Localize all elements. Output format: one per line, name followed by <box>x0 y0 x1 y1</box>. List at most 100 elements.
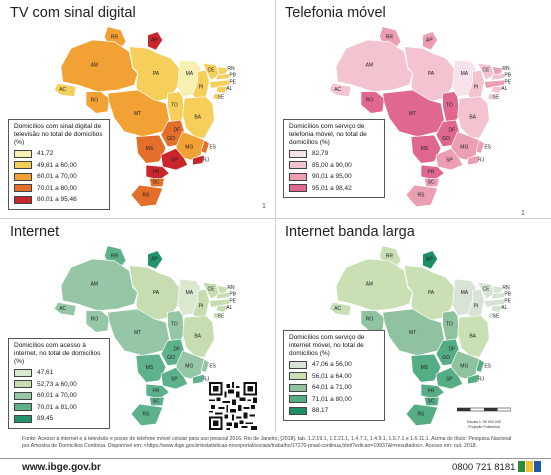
state-label-es: ES <box>209 144 216 150</box>
legend-item: 56,01 a 64,00 <box>289 372 379 382</box>
legend-label: 56,01 a 64,00 <box>312 372 352 380</box>
state-label-pi: PI <box>474 84 479 90</box>
tv-legend: Domicílios com sinal digital de televisã… <box>8 119 110 210</box>
legend-item: 89,45 <box>14 414 104 424</box>
broadband-legend-rows: 47,06 a 56,00 56,01 a 64,00 64,01 a 71,00 7… <box>289 360 379 416</box>
internet-legend-rows: 47,61 52,73 a 60,00 60,01 a 70,00 70,01 a 8… <box>14 368 104 424</box>
state-label-pb: PB <box>504 73 511 79</box>
state-label-se: SE <box>218 313 225 319</box>
scale-bar: Escala 1: 50 000 000 Projeção Policônica <box>456 402 512 429</box>
state-label-ac: AC <box>59 87 66 93</box>
legend-swatch <box>289 372 307 381</box>
internet-map-panel: Internet RR AP AM PA MA CE RN PB PE AL SE PI AC RO TO B… <box>2 222 274 434</box>
state-label-rr: RR <box>111 253 119 259</box>
state-label-ms: MS <box>421 146 429 152</box>
ibge-website-link[interactable]: www.ibge.gov.br <box>22 462 101 473</box>
state-label-ms: MS <box>146 146 154 152</box>
legend-item: 47,61 <box>14 368 104 378</box>
legend-swatch <box>14 161 32 170</box>
state-label-ro: RO <box>91 98 99 104</box>
state-label-pa: PA <box>428 71 435 77</box>
state-label-rs: RS <box>143 412 151 418</box>
state-label-rj: RJ <box>478 158 485 164</box>
state-label-rj: RJ <box>203 158 210 164</box>
legend-swatch <box>289 383 307 392</box>
legend-item: 82,79 <box>289 149 379 159</box>
legend-label: 88,17 <box>312 407 329 415</box>
state-label-ma: MA <box>461 290 469 296</box>
state-label-ms: MS <box>146 365 154 371</box>
state-label-am: AM <box>91 63 99 69</box>
vertical-divider <box>275 0 276 432</box>
state-label-ro: RO <box>366 317 374 323</box>
state-label-go: GO <box>167 355 175 361</box>
state-label-pe: PE <box>504 79 511 85</box>
legend-label: 41,72 <box>37 150 54 158</box>
state-label-ba: BA <box>194 333 201 339</box>
legend-item: 41,72 <box>14 149 104 159</box>
projection-label: Projeção Policônica <box>468 425 500 429</box>
tv-map-title: TV com sinal digital <box>10 5 136 21</box>
state-label-ac: AC <box>59 306 66 312</box>
state-label-pr: PR <box>428 169 435 175</box>
legend-swatch <box>289 395 307 404</box>
state-label-to: TO <box>171 103 178 109</box>
legend-swatch <box>14 380 32 389</box>
broadband-legend: Domicílios com serviço de internet móvel… <box>283 330 385 421</box>
state-label-pa: PA <box>153 71 160 77</box>
legend-label: 82,79 <box>312 150 329 158</box>
state-label-rr: RR <box>386 253 394 259</box>
internet-legend: Domicílios com acesso à internet, no tot… <box>8 338 110 429</box>
state-label-rj: RJ <box>478 377 485 383</box>
legend-swatch <box>14 403 32 412</box>
state-label-sp: SP <box>171 377 178 383</box>
state-label-ap: AP <box>151 257 158 263</box>
legend-label: 60,01 a 70,00 <box>37 392 77 400</box>
state-label-es: ES <box>484 144 491 150</box>
legend-item: 60,01 a 70,00 <box>14 391 104 401</box>
state-label-ms: MS <box>421 365 429 371</box>
legend-item: 47,06 a 56,00 <box>289 360 379 370</box>
state-label-mg: MG <box>185 363 193 369</box>
legend-label: 49,81 a 60,00 <box>37 161 77 169</box>
state-label-rs: RS <box>418 193 426 199</box>
state-label-ac: AC <box>334 87 341 93</box>
state-label-es: ES <box>484 363 491 369</box>
legend-swatch <box>14 195 32 204</box>
legend-item: 70,01 a 80,00 <box>14 184 104 194</box>
state-label-df: DF <box>173 128 180 134</box>
legend-item: 49,81 a 60,00 <box>14 161 104 171</box>
state-label-se: SE <box>493 94 500 100</box>
state-label-pi: PI <box>199 303 204 309</box>
legend-label: 47,06 a 56,00 <box>312 361 352 369</box>
legend-item: 85,00 a 90,00 <box>289 161 379 171</box>
legend-item: 60,01 a 70,00 <box>14 172 104 182</box>
tv-page-number: 1 <box>262 203 266 210</box>
legend-label: 71,01 a 80,00 <box>312 395 352 403</box>
legend-item: 70,01 a 81,00 <box>14 403 104 413</box>
state-label-pe: PE <box>504 298 511 304</box>
state-label-mg: MG <box>185 144 193 150</box>
phone-page-number: 1 <box>521 210 525 217</box>
state-label-rn: RN <box>502 66 510 72</box>
tv-map-panel: TV com sinal digital RR AP AM PA MA CE RN PB PE A… <box>2 3 274 215</box>
legend-swatch <box>289 360 307 369</box>
state-label-pb: PB <box>229 292 236 298</box>
state-label-es: ES <box>209 363 216 369</box>
legend-swatch <box>289 406 307 415</box>
ibge-logo-icon <box>518 461 541 472</box>
state-label-ma: MA <box>186 71 194 77</box>
legend-swatch <box>289 172 307 181</box>
state-label-al: AL <box>501 305 507 311</box>
state-label-ma: MA <box>461 71 469 77</box>
legend-label: 80,01 a 95,46 <box>37 196 77 204</box>
state-label-sp: SP <box>446 158 453 164</box>
state-label-ba: BA <box>194 114 201 120</box>
state-am <box>60 258 139 312</box>
phone-number: 0800 721 8181 <box>452 462 516 473</box>
qr-code-icon[interactable] <box>209 382 257 430</box>
state-label-ac: AC <box>334 306 341 312</box>
